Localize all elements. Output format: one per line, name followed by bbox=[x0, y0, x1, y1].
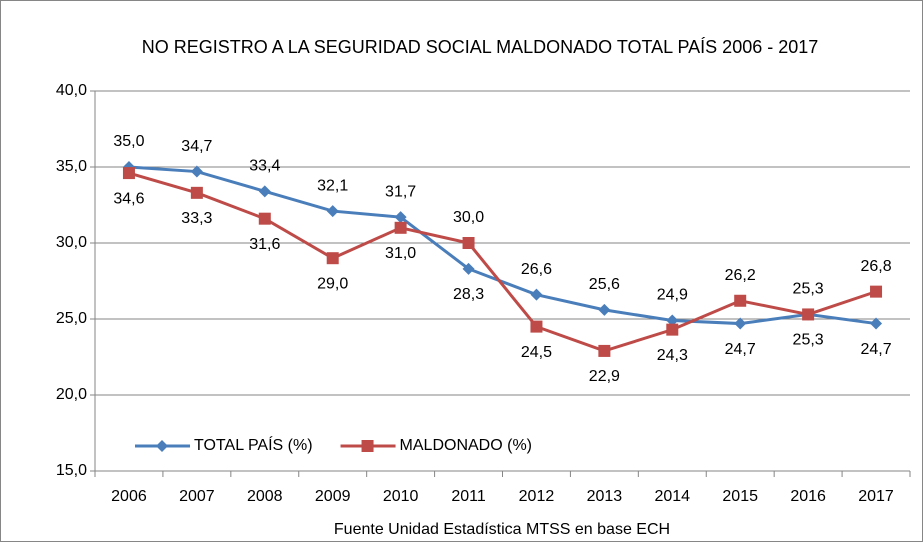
marker bbox=[258, 212, 271, 225]
data-label: 35,0 bbox=[113, 133, 144, 150]
x-tick-label: 2017 bbox=[858, 488, 894, 505]
x-tick-label: 2010 bbox=[383, 488, 419, 505]
x-tick-label: 2012 bbox=[519, 488, 555, 505]
marker bbox=[734, 294, 747, 307]
data-label: 34,7 bbox=[181, 138, 212, 155]
data-label: 34,6 bbox=[113, 190, 144, 207]
marker bbox=[870, 317, 883, 330]
x-axis-label: Fuente Unidad Estadística MTSS en base E… bbox=[334, 521, 670, 538]
data-label: 26,8 bbox=[860, 258, 891, 275]
data-label: 25,3 bbox=[793, 332, 824, 349]
marker bbox=[666, 323, 679, 336]
marker bbox=[870, 285, 883, 298]
data-label: 32,1 bbox=[317, 177, 348, 194]
data-label: 25,6 bbox=[589, 276, 620, 293]
data-label: 24,7 bbox=[860, 341, 891, 358]
y-tick-label: 40,0 bbox=[56, 82, 87, 99]
y-tick-label: 35,0 bbox=[56, 158, 87, 175]
x-tick-label: 2006 bbox=[111, 488, 147, 505]
x-tick-label: 2013 bbox=[587, 488, 623, 505]
data-label: 29,0 bbox=[317, 275, 348, 292]
series-line bbox=[128, 165, 877, 326]
data-label: 31,0 bbox=[385, 245, 416, 262]
marker bbox=[190, 186, 203, 199]
x-tick-label: 2007 bbox=[179, 488, 215, 505]
x-tick-label: 2008 bbox=[247, 488, 283, 505]
marker bbox=[734, 317, 747, 330]
data-label: 24,3 bbox=[657, 347, 688, 364]
data-label: 31,6 bbox=[249, 236, 280, 253]
marker bbox=[462, 237, 475, 249]
legend-label: MALDONADO (%) bbox=[400, 437, 532, 454]
data-label: 25,3 bbox=[793, 281, 824, 298]
marker bbox=[666, 314, 679, 327]
marker bbox=[122, 167, 135, 180]
data-label: 26,6 bbox=[521, 261, 552, 278]
marker bbox=[598, 344, 611, 357]
data-label: 33,4 bbox=[249, 158, 280, 175]
series: 34,6 33,3 31,6 29,0 31,0 30,0 24,5 22,9 24,3 26,2… bbox=[113, 167, 892, 385]
chart-title: NO REGISTRO A LA SEGURIDAD SOCIAL MALDON… bbox=[141, 37, 819, 57]
x-tick-label: 2011 bbox=[451, 488, 486, 505]
data-label: 24,9 bbox=[657, 287, 688, 304]
marker bbox=[530, 320, 543, 333]
data-label: 33,3 bbox=[181, 210, 212, 227]
legend-label: TOTAL PAÍS (%) bbox=[194, 435, 313, 454]
data-label: 24,5 bbox=[521, 344, 552, 361]
series-line bbox=[128, 171, 877, 353]
data-label: 30,0 bbox=[453, 209, 484, 226]
y-tick-label: 25,0 bbox=[56, 310, 87, 327]
marker bbox=[190, 165, 203, 178]
x-tick-label: 2009 bbox=[315, 488, 351, 505]
data-label: 28,3 bbox=[453, 286, 484, 303]
y-tick-label: 20,0 bbox=[56, 386, 87, 403]
series: 35,0 34,7 33,4 32,1 31,7 28,3 26,6 25,6 24,9 24,7… bbox=[113, 133, 891, 358]
data-label: 24,7 bbox=[725, 341, 756, 358]
marker bbox=[326, 252, 339, 265]
x-tick-label: 2015 bbox=[722, 488, 758, 505]
marker bbox=[361, 440, 374, 452]
y-tick-label: 30,0 bbox=[56, 234, 87, 251]
marker bbox=[156, 440, 168, 452]
marker bbox=[530, 288, 543, 301]
marker bbox=[394, 221, 407, 234]
data-label: 31,7 bbox=[385, 183, 416, 200]
marker bbox=[326, 205, 339, 218]
marker bbox=[394, 211, 407, 224]
marker bbox=[598, 303, 611, 316]
marker bbox=[258, 185, 271, 198]
x-tick-label: 2016 bbox=[790, 488, 826, 505]
marker bbox=[802, 308, 815, 321]
x-tick-label: 2014 bbox=[654, 488, 690, 505]
marker bbox=[462, 262, 475, 275]
data-label: 22,9 bbox=[589, 368, 620, 385]
y-tick-label: 15,0 bbox=[56, 462, 87, 479]
data-label: 26,2 bbox=[725, 267, 756, 284]
